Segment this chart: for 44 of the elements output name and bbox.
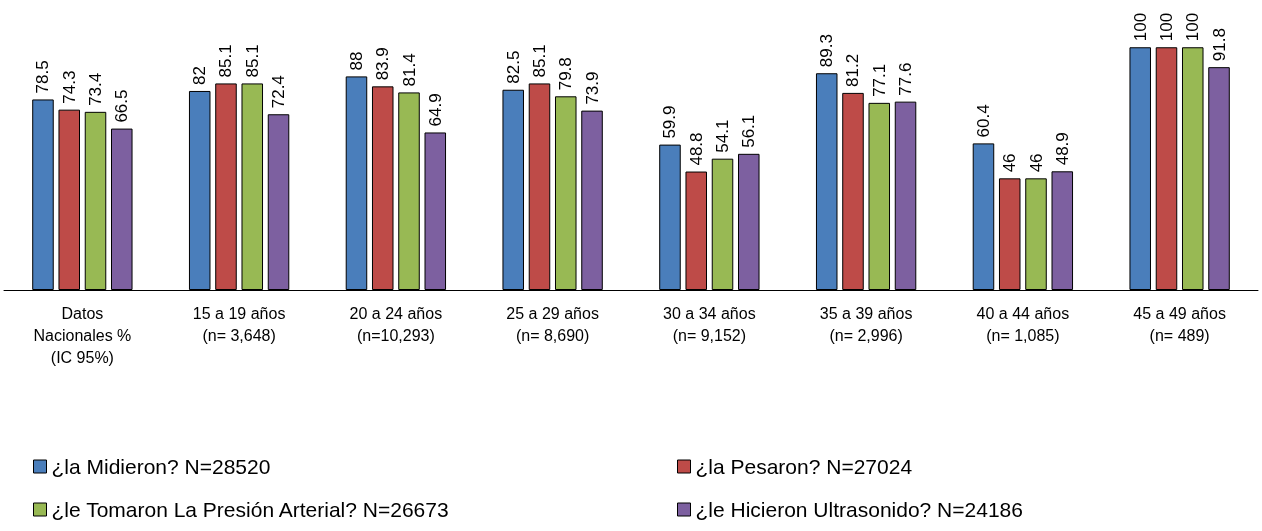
data-label: 100 <box>1130 12 1150 42</box>
x-tick-label: 15 a 19 años (n= 3,648) <box>192 304 286 344</box>
data-label: 89.3 <box>817 34 837 68</box>
data-label: 73.4 <box>86 72 106 106</box>
data-label: 82.5 <box>503 50 523 84</box>
data-label: 91.8 <box>1209 28 1229 62</box>
data-label: 81.4 <box>399 53 419 87</box>
data-label: 59.9 <box>660 105 680 139</box>
data-label: 85.1 <box>216 44 236 78</box>
data-label: 85.1 <box>242 44 262 78</box>
x-tick-label: 40 a 44 años (n= 1,085) <box>976 304 1070 344</box>
data-label: 77.1 <box>869 63 889 97</box>
data-label: 77.6 <box>896 62 916 96</box>
data-label: 54.1 <box>713 119 733 153</box>
x-tick-label: Datos Nacionales % (IC 95%) <box>33 304 132 366</box>
data-label: 56.1 <box>739 114 759 148</box>
data-label: 74.3 <box>59 70 79 104</box>
data-label: 73.9 <box>582 71 602 105</box>
data-label: 83.9 <box>373 47 393 81</box>
data-label: 81.2 <box>843 53 863 87</box>
data-label: 79.8 <box>556 57 576 91</box>
data-label: 82 <box>190 66 210 85</box>
data-label: 66.5 <box>112 89 132 123</box>
legend-label: ¿la Midieron? N=28520 <box>51 455 271 478</box>
x-tick-label: 45 a 49 años (n= 489) <box>1133 304 1226 344</box>
data-label: 72.4 <box>269 75 289 109</box>
data-label: 100 <box>1156 12 1176 42</box>
legend-label: ¿le Tomaron La Presión Arterial? N=26673 <box>51 498 449 521</box>
x-tick-label: 20 a 24 años (n=10,293) <box>349 304 443 344</box>
legend-label: ¿le Hicieron Ultrasonido? N=24186 <box>695 498 1023 521</box>
data-label: 64.9 <box>425 93 445 127</box>
data-label: 88 <box>346 51 366 71</box>
data-label: 85.1 <box>529 44 549 78</box>
legend-label: ¿la Pesaron? N=27024 <box>695 455 913 478</box>
x-tick-label: 35 a 39 años (n= 2,996) <box>819 304 913 344</box>
data-label: 48.9 <box>1052 132 1072 166</box>
data-label: 46 <box>1026 153 1046 173</box>
x-tick-label: 25 a 29 años (n= 8,690) <box>506 304 599 344</box>
data-label: 60.4 <box>973 104 993 138</box>
data-label: 48.8 <box>686 132 706 166</box>
data-label: 100 <box>1183 12 1203 42</box>
data-label: 46 <box>1000 153 1020 173</box>
x-tick-label: 30 a 34 años (n= 9,152) <box>663 304 756 344</box>
data-label: 78.5 <box>33 60 53 94</box>
